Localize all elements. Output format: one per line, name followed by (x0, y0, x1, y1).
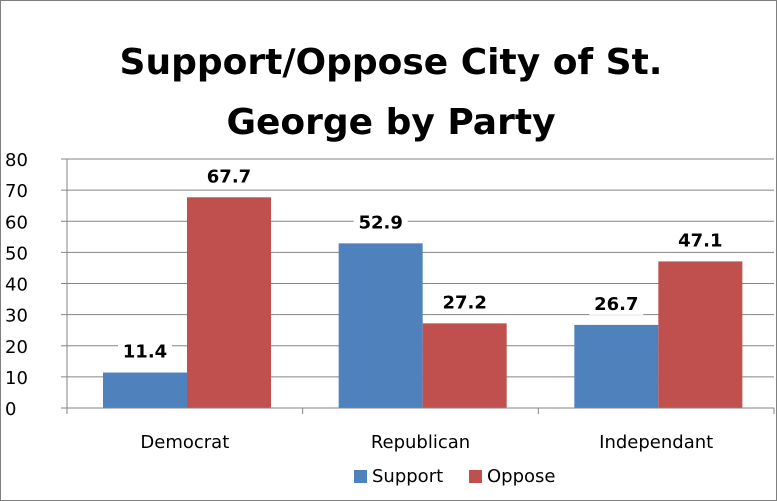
data-label: 52.9 (358, 212, 402, 233)
y-tick-label: 30 (5, 306, 28, 327)
data-label: 47.1 (678, 230, 722, 251)
data-label-background (673, 229, 728, 252)
data-label-background (353, 211, 408, 234)
data-label: 67.7 (207, 166, 251, 187)
bar-oppose (187, 197, 271, 408)
data-label-background (437, 291, 492, 314)
y-tick-label: 50 (5, 243, 28, 264)
bar-support (338, 243, 423, 408)
legend-swatch-support (354, 470, 367, 483)
chart-title-line-2: George by Party (226, 102, 555, 143)
bar-oppose (658, 261, 743, 408)
x-tick-label: Republican (371, 432, 470, 453)
legend-label-oppose: Oppose (487, 466, 555, 487)
y-tick-label: 0 (5, 399, 16, 420)
legend: Support Oppose (354, 466, 555, 487)
bar-oppose (422, 323, 507, 408)
plot-area: 0 10 20 30 40 50 60 70 80 11.4 67.7 Democrat 52.9 27.… (5, 150, 775, 453)
y-tick-label: 70 (5, 181, 28, 202)
y-tick-label: 80 (5, 150, 28, 171)
legend-label-support: Support (372, 466, 443, 487)
y-tick-label: 40 (5, 275, 28, 296)
y-tick-label: 60 (5, 212, 28, 233)
data-label-background (202, 165, 256, 188)
x-tick-label: Democrat (140, 432, 229, 453)
bar-support (574, 324, 659, 408)
y-tick-label: 10 (5, 368, 28, 389)
y-tick-label: 20 (5, 337, 28, 358)
data-label: 27.2 (442, 292, 486, 313)
data-label-background (589, 292, 644, 315)
data-label-background (118, 340, 172, 363)
legend-swatch-oppose (469, 470, 482, 483)
bar-support (103, 372, 187, 408)
chart-title-line-1: Support/Oppose City of St. (120, 42, 663, 83)
data-label: 26.7 (594, 294, 638, 315)
x-tick-label: Independant (599, 432, 713, 453)
data-label: 11.4 (123, 342, 167, 363)
